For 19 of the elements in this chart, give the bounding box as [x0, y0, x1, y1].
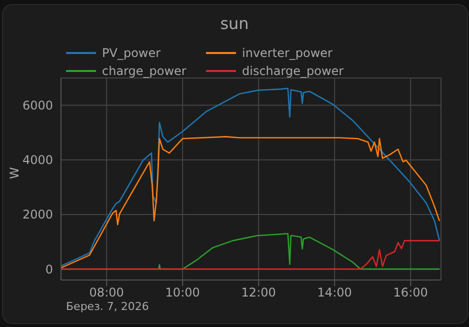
y-tick-label: 4000: [22, 153, 53, 168]
legend-label: discharge_power: [242, 64, 344, 78]
legend-label: inverter_power: [242, 46, 332, 60]
x-tick-label: 14:00: [317, 286, 352, 300]
x-tick-label: 10:00: [165, 286, 200, 300]
text: Берез. 7, 2026: [66, 300, 149, 313]
legend-label: PV_power: [102, 46, 161, 60]
line-series: [61, 136, 440, 268]
line-series: [61, 88, 440, 266]
y-tick-label: 6000: [22, 98, 53, 113]
x-tick-label: 08:00: [89, 286, 124, 300]
x-tick-label: 12:00: [241, 286, 276, 300]
line-series: [61, 240, 440, 270]
chart-title: sun: [219, 14, 250, 33]
y-axis-title: W: [7, 167, 22, 179]
x-tick-label: 16:00: [393, 286, 428, 300]
y-tick-label: 2000: [22, 208, 53, 222]
legend-label: charge_power: [102, 64, 186, 78]
y-tick-label: 0: [45, 262, 53, 276]
